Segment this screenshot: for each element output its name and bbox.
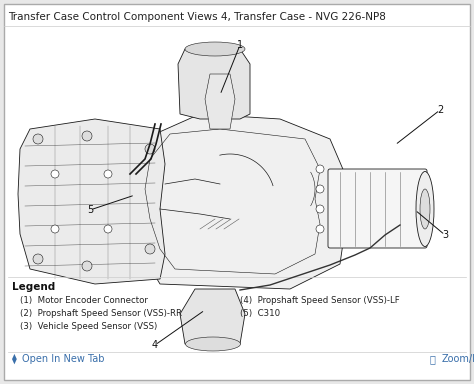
Circle shape [33,134,43,144]
Text: (2)  Propshaft Speed Sensor (VSS)-RR: (2) Propshaft Speed Sensor (VSS)-RR [20,309,182,318]
Circle shape [316,205,324,213]
Text: (4)  Propshaft Speed Sensor (VSS)-LF: (4) Propshaft Speed Sensor (VSS)-LF [240,296,400,305]
Text: Open In New Tab: Open In New Tab [22,354,104,364]
Text: 3: 3 [442,230,448,240]
Circle shape [145,144,155,154]
Circle shape [51,170,59,178]
FancyBboxPatch shape [4,4,470,380]
Circle shape [82,261,92,271]
Polygon shape [205,74,235,129]
Polygon shape [125,114,345,289]
Text: 1: 1 [237,40,243,50]
Polygon shape [180,289,245,344]
Circle shape [145,244,155,254]
Ellipse shape [416,172,434,247]
Text: ⧫: ⧫ [12,354,17,364]
Ellipse shape [185,42,245,56]
Text: (5)  C310: (5) C310 [240,309,280,318]
Text: (1)  Motor Encoder Connector: (1) Motor Encoder Connector [20,296,148,305]
Circle shape [316,225,324,233]
Circle shape [33,254,43,264]
Text: 🔍: 🔍 [430,354,436,364]
Ellipse shape [420,189,430,229]
Text: Transfer Case Control Component Views 4, Transfer Case - NVG 226-NP8: Transfer Case Control Component Views 4,… [8,12,386,22]
Circle shape [104,225,112,233]
FancyBboxPatch shape [328,169,427,248]
Circle shape [82,131,92,141]
Circle shape [316,185,324,193]
Circle shape [51,225,59,233]
Polygon shape [178,49,250,119]
Text: Zoom/Print: Zoom/Print [442,354,474,364]
Text: 2: 2 [437,105,443,115]
Text: (3)  Vehicle Speed Sensor (VSS): (3) Vehicle Speed Sensor (VSS) [20,322,157,331]
Circle shape [316,165,324,173]
Text: 4: 4 [152,340,158,350]
Text: 5: 5 [87,205,93,215]
Ellipse shape [185,337,240,351]
Text: Legend: Legend [12,282,55,292]
Circle shape [104,170,112,178]
Polygon shape [18,119,165,284]
